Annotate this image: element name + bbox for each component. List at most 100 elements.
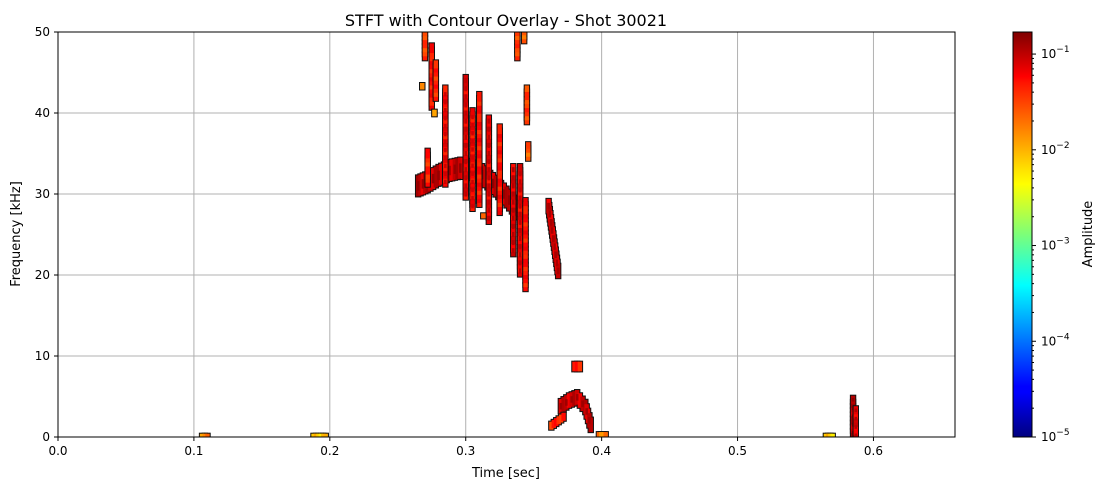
stft-core [581,400,584,408]
stft-core [487,175,491,181]
stft-core [511,175,515,181]
stft-core [854,408,858,413]
stft-cell [524,105,530,113]
region-spike-i [485,114,493,225]
stft-cell [561,397,566,412]
stft-cell [574,361,580,372]
chart-title: STFT with Contour Overlay - Shot 30021 [345,11,667,30]
stft-core [458,163,462,173]
stft-core [471,171,474,176]
stft-cell [504,186,509,208]
region-spike-587 [852,405,859,437]
stft-core [588,417,591,424]
stft-cell [601,432,606,437]
stft-core [511,215,515,221]
stft-core [471,155,474,160]
stft-cell [524,93,530,101]
stft-cell [554,418,559,427]
stft-cell [603,432,608,437]
stft-core [511,167,515,173]
stft-core [554,251,558,259]
region-spike-g [469,107,476,213]
stft-cell [425,148,430,159]
stft-cell [433,72,439,81]
stft-cell [524,85,530,92]
stft-core [575,394,579,401]
region-spike-c [428,42,435,111]
stft-cell [825,433,831,437]
stft-core [471,114,474,120]
x-tick-label: 0.2 [320,444,339,458]
stft-core [487,191,491,197]
stft-core [487,167,491,173]
stft-core [444,155,447,161]
stft-cell [526,142,531,149]
x-axis-label: Time [sec] [471,466,540,481]
stft-core [565,399,568,406]
stft-core [448,165,451,176]
stft-core [464,78,468,84]
stft-core [471,187,474,193]
stft-core [518,187,522,193]
region-dot-40 [431,108,438,118]
stft-cell [524,113,530,121]
grid [57,31,955,438]
stft-cell [588,417,593,433]
stft-cell [523,198,528,207]
region-spike-n [514,32,521,62]
stft-cell [524,109,530,117]
stft-core [851,397,855,402]
region-spike-q [520,32,528,45]
stft-core [471,195,474,201]
x-tick-label: 0.0 [48,444,67,458]
stft-core [511,231,515,238]
x-tick-label: 0.6 [864,444,883,458]
plot-frame [57,31,956,438]
stft-core [549,219,553,226]
stft-cell [853,410,858,419]
stft-core [453,164,457,175]
stft-cell [470,108,475,118]
region-spike-f [462,73,469,201]
stft-cell [523,283,528,292]
region-spike-j [496,123,503,217]
stft-cell [850,399,856,408]
stft-core [444,171,447,177]
stft-core [464,94,468,100]
stft-cell [558,414,564,423]
region-spike-d [432,59,440,102]
stft-core [487,118,491,124]
stft-cell [566,393,572,408]
region-blob-8kHz [571,360,584,373]
stft-core [511,199,515,205]
x-axis: 0.0 0.1 0.2 0.3 0.4 0.5 0.6 [48,437,883,458]
stft-cell [199,433,205,437]
stft-cell [418,174,423,196]
stft-cell [477,91,482,102]
stft-cell [321,433,326,437]
stft-core [464,134,468,140]
stft-cell [311,433,316,437]
stft-core [570,396,574,403]
stft-core [464,175,468,181]
stft-cell [596,432,602,437]
stft-cell [524,101,530,109]
stft-core [518,227,522,234]
stft-cell [853,427,858,436]
stft-cell [526,150,531,157]
stft-cell [523,262,528,271]
stft-core [464,191,468,197]
y-tick-label: 10 [35,349,50,363]
stft-core [518,179,522,185]
region-spike-e [442,84,449,188]
region-diag-363 [545,197,562,280]
stft-core [518,244,522,250]
x-tick-label: 0.4 [592,444,611,458]
stft-core [511,183,515,189]
region-spike-b [421,32,429,62]
stft-core [518,235,522,242]
stft-core [550,227,554,234]
stft-core [553,243,556,250]
region-spike-m [522,197,529,293]
stft-core [518,211,522,217]
